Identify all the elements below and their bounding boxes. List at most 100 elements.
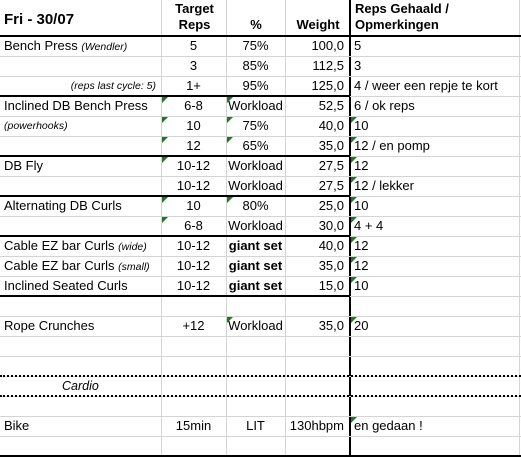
cell-flag-icon [351,317,357,323]
weight-value: 15,0 [318,278,344,293]
percentage: giant set [228,278,283,293]
weight-value: 125,0 [311,78,344,93]
header-reps-gehaald: Reps Gehaald / [355,1,449,16]
cardio-separator [0,395,521,397]
percentage: Workload [228,178,283,193]
cell-flag-icon [351,117,357,123]
cell-flag-icon [351,197,357,203]
target-reps: 1+ [186,78,201,93]
weight-value: 27,5 [318,158,344,173]
row-gridline [0,256,521,257]
weight-value: 112,5 [312,58,344,73]
percentage: 75% [242,118,269,133]
weight-value: 35,0 [318,258,344,273]
cell-flag-icon [351,417,357,423]
header-reps: Reps [178,17,211,32]
cell-flag-icon [162,157,168,163]
cell-flag-icon [351,277,357,283]
target-reps: 6-8 [184,218,203,233]
reps-comment [354,298,519,314]
group-divider [0,235,350,237]
reps-comment: 10 [354,278,369,293]
target-reps: 10-12 [176,238,211,253]
target-reps: 6-8 [184,98,203,113]
percentage [226,298,285,314]
reps-comment: 10 [354,118,369,133]
cell-flag-icon [351,177,357,183]
percentage: giant set [228,238,283,253]
percentage: Workload [228,158,283,173]
weight-value [285,378,344,394]
percentage [226,398,285,414]
cell-flag-icon [351,257,357,263]
target-reps: 15min [175,418,212,433]
reps-comment: 12 [354,158,369,173]
target-reps: 10-12 [176,158,211,173]
percentage: 75% [242,38,269,53]
reps-comment: 20 [354,318,369,333]
header-divider [0,35,521,37]
target-reps: 10-12 [176,278,211,293]
cell-flag-icon [351,217,357,223]
weight-value: 100,0 [311,38,344,53]
cell-flag-icon [162,217,168,223]
header-percent: % [250,17,262,32]
percentage [226,378,285,394]
percentage: 80% [242,198,269,213]
column-gridline [285,0,286,457]
cell-flag-icon [162,97,168,103]
target-reps: 5 [189,38,198,53]
exercise-name: Cable EZ bar Curls (small) [4,258,159,274]
target-reps: 10-12 [176,178,211,193]
row-gridline [0,356,521,357]
row-gridline [0,56,521,57]
weight-value [285,298,344,314]
reps-comment [354,378,519,394]
percentage: 85% [242,58,269,73]
target-reps: +12 [182,318,205,333]
cell-flag-icon [227,117,233,123]
target-reps: 3 [189,58,198,73]
percentage [226,358,285,374]
reps-comment: en gedaan ! [354,418,423,433]
exercise-name: DB Fly [4,158,43,173]
reps-comment: 4 / weer een repje te kort [354,78,498,93]
row-gridline [0,116,521,117]
weight-value: 25,0 [318,198,344,213]
sheet-bottom-border [0,455,521,457]
weight-value: 27,5 [318,178,344,193]
exercise-label: Bench Press [4,38,78,53]
cell-flag-icon [351,237,357,243]
row-gridline [0,216,521,217]
reps-comment: 10 [354,198,369,213]
group-divider [0,155,350,157]
reps-comment [354,338,519,354]
percentage: giant set [228,258,283,273]
cell-flag-icon [351,157,357,163]
cell-flag-icon [227,197,233,203]
row-gridline [0,416,521,417]
row-gridline [0,276,521,277]
weight-value: 40,0 [318,118,344,133]
column-divider [349,0,351,457]
target-reps: 10 [186,118,201,133]
row-gridline [0,436,521,437]
weight-value: 35,0 [318,318,344,333]
exercise-note: (small) [118,261,150,273]
exercise-name: Alternating DB Curls [4,198,122,213]
cell-flag-icon [162,137,168,143]
exercise-label: Cable EZ bar Curls [4,238,115,253]
weight-value: 35,0 [318,138,344,153]
reps-comment [354,358,519,374]
cell-flag-icon [351,137,357,143]
cell-flag-icon [227,317,233,323]
reps-comment: 6 / ok reps [354,98,415,113]
weight-value [285,338,344,354]
section-label-cardio: Cardio [62,379,99,393]
percentage: Workload [228,218,283,233]
exercise-name: Bench Press (Wendler) [4,38,159,54]
percentage: 95% [242,78,269,93]
group-divider [0,295,350,297]
exercise-name: Cable EZ bar Curls (wide) [4,238,159,254]
